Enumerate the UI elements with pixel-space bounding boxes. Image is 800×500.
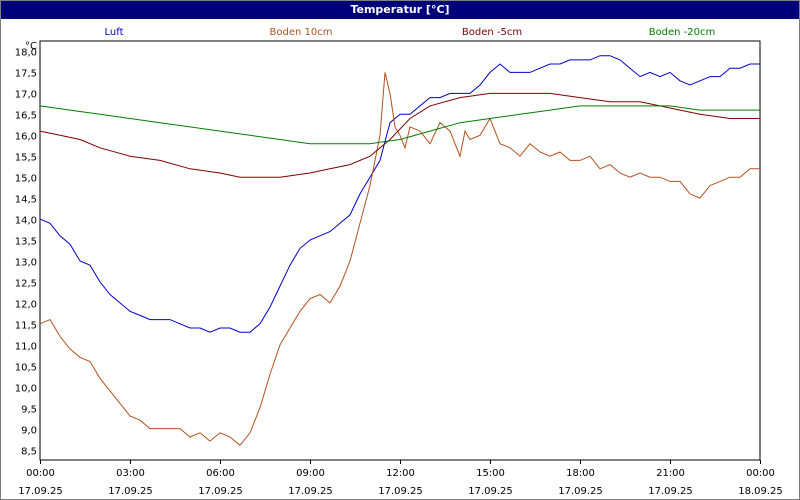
legend-entry: Boden -5cm — [462, 27, 522, 38]
y-tick-label: 11,0 — [15, 342, 37, 353]
y-tick-label: 18,0 — [15, 48, 37, 59]
y-tick-label: 15,5 — [15, 153, 37, 164]
legend-entry: Boden -20cm — [649, 27, 716, 38]
y-tick-label: 8,5 — [21, 447, 37, 458]
y-tick-label: 11,5 — [15, 321, 37, 332]
x-tick-time-label: 09:00 — [296, 468, 325, 479]
y-tick-label: 16,0 — [15, 132, 37, 143]
y-tick-label: 17,0 — [15, 90, 37, 101]
x-tick-date-label: 17.09.25 — [108, 486, 153, 497]
x-tick-date-label: 17.09.25 — [468, 486, 513, 497]
legend-entry: Luft — [105, 27, 124, 38]
x-tick-time-label: 03:00 — [116, 468, 145, 479]
series-line-boden-10cm — [39, 72, 760, 447]
x-tick-time-label: 15:00 — [476, 468, 505, 479]
series-layer — [39, 55, 760, 447]
y-tick-label: 14,0 — [15, 216, 37, 227]
legend: Luft Boden 10cm Boden -5cm Boden -20cm — [105, 27, 716, 38]
series-line-luft — [39, 55, 760, 333]
series-line-boden-5cm — [39, 92, 760, 178]
x-tick-date-label: 17.09.25 — [558, 486, 603, 497]
x-tick-date-label: 17.09.25 — [18, 486, 63, 497]
y-tick-label: 9,5 — [21, 405, 37, 416]
x-tick-date-label: 17.09.25 — [648, 486, 693, 497]
y-tick-label: 10,0 — [15, 384, 37, 395]
y-axis-unit-label: °C — [25, 41, 37, 52]
y-tick-label: 14,5 — [15, 195, 37, 206]
x-tick-time-label: 18:00 — [566, 468, 595, 479]
x-tick-time-label: 00:00 — [26, 468, 55, 479]
x-tick-date-label: 17.09.25 — [198, 486, 243, 497]
y-tick-label: 16,5 — [15, 111, 37, 122]
x-tick-time-label: 06:00 — [206, 468, 235, 479]
plot-area — [39, 40, 761, 461]
y-tick-label: 10,5 — [15, 363, 37, 374]
series-line-boden-20cm — [39, 105, 760, 145]
x-tick-date-label: 18.09.25 — [738, 486, 783, 497]
y-tick-label: 13,0 — [15, 258, 37, 269]
y-tick-label: 12,5 — [15, 279, 37, 290]
axes: 18,0 17,5 17,0 16,5 16,0 15,5 15,0 14,5 14,0 13,5… — [15, 40, 783, 497]
x-tick-date-label: 17.09.25 — [288, 486, 333, 497]
y-tick-label: 9,0 — [21, 426, 37, 437]
legend-entry: Boden 10cm — [270, 27, 333, 38]
window-title: Temperatur [°C] — [1, 1, 799, 19]
y-tick-label: 15,0 — [15, 174, 37, 185]
y-tick-label: 17,5 — [15, 69, 37, 80]
y-tick-label: 13,5 — [15, 237, 37, 248]
x-tick-time-label: 21:00 — [656, 468, 685, 479]
x-tick-time-label: 12:00 — [386, 468, 415, 479]
x-tick-date-label: 17.09.25 — [378, 486, 423, 497]
y-tick-label: 12,0 — [15, 300, 37, 311]
x-tick-time-label: 00:00 — [746, 468, 775, 479]
